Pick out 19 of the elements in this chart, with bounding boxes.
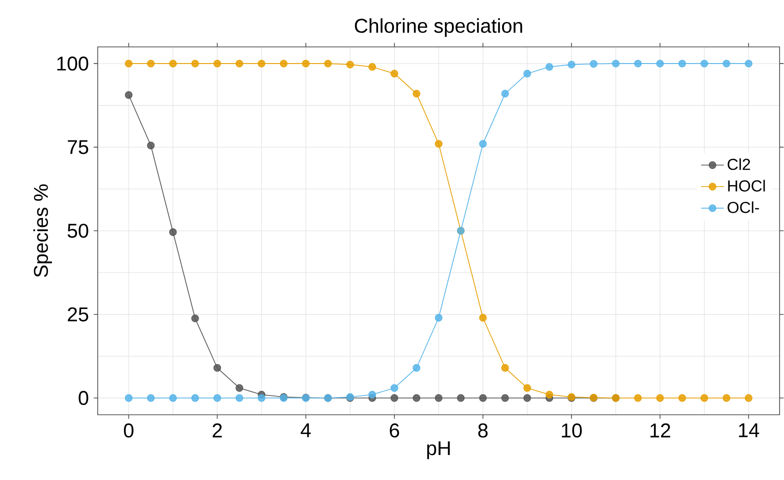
y-tick-label: 25 — [68, 308, 88, 322]
y-tick-label: 0 — [78, 391, 88, 406]
x-tick-label: 10 — [562, 424, 582, 438]
x-tick-label: 4 — [300, 424, 311, 438]
legend-label: HOCl — [728, 180, 765, 192]
chart-title: Chlorine speciation — [354, 18, 522, 38]
x-tick-label: 0 — [124, 424, 134, 438]
x-tick-label: 6 — [390, 424, 400, 438]
x-tick-label: 2 — [212, 424, 222, 438]
x-tick-label: 14 — [739, 424, 760, 438]
legend-label: Cl2 — [728, 158, 750, 170]
y-axis-title: Species % — [33, 184, 52, 278]
x-axis-title: pH — [427, 442, 450, 460]
y-tick-label: 50 — [68, 224, 88, 238]
x-tick-label: 12 — [650, 424, 670, 438]
y-tick-label: 100 — [57, 56, 88, 71]
x-tick-label: 8 — [478, 424, 488, 438]
legend-label: OCl- — [728, 202, 759, 214]
y-tick-label: 75 — [68, 140, 88, 154]
